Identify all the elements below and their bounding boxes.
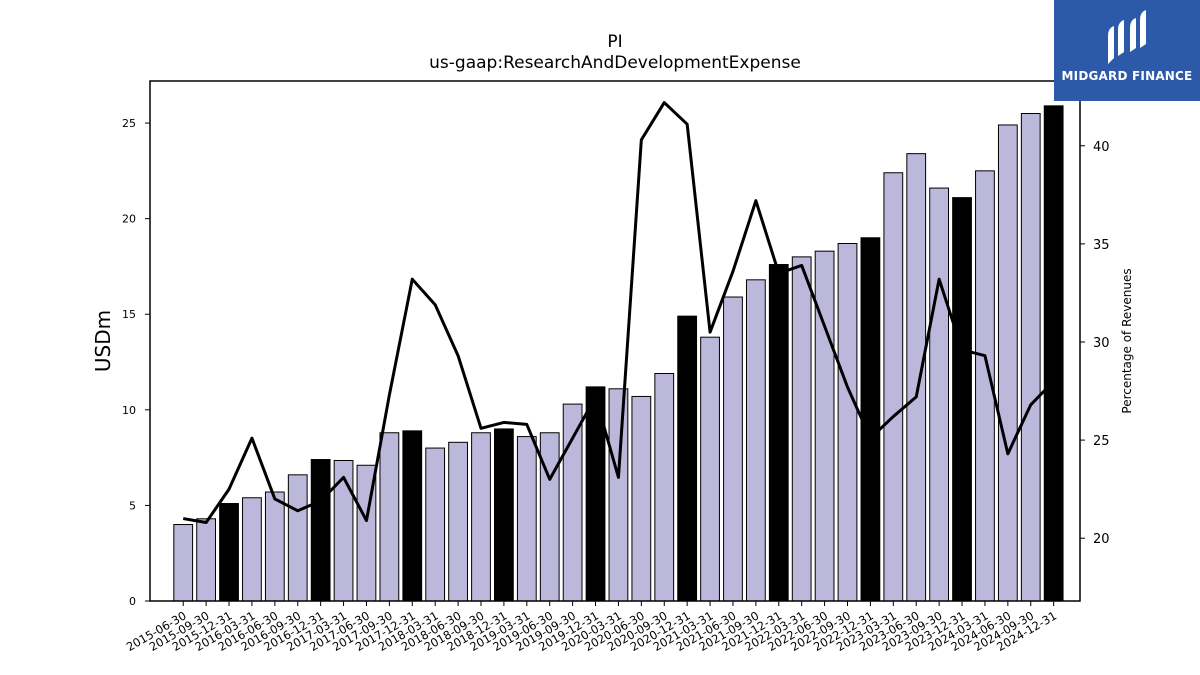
bar (196, 518, 217, 602)
bar (219, 503, 239, 602)
bar (494, 428, 514, 602)
y-axis-label: USDm (91, 310, 115, 372)
bar (1043, 105, 1064, 602)
brand-logo: MIDGARD FINANCE (1054, 0, 1200, 101)
bar (287, 474, 308, 602)
bar (425, 447, 446, 602)
bar (562, 403, 583, 602)
bar (929, 187, 950, 602)
bar (608, 388, 629, 602)
bar (677, 315, 698, 602)
y2-tick-label: 20 (1093, 532, 1110, 547)
bar (723, 296, 743, 602)
bar (906, 153, 927, 602)
logo-text: MIDGARD FINANCE (1061, 69, 1193, 83)
bar (654, 373, 675, 602)
logo-mark-icon (1108, 10, 1146, 64)
bar (791, 256, 812, 602)
series-line (182, 101, 1055, 525)
bar (402, 430, 423, 602)
bar (1020, 113, 1041, 602)
bar (860, 237, 881, 602)
bar (814, 250, 835, 602)
y-tick-label: 25 (122, 117, 136, 130)
bar (333, 459, 354, 602)
bar (539, 432, 560, 602)
y-tick-label: 20 (122, 213, 136, 226)
bar (242, 497, 262, 602)
y2-tick-label: 25 (1093, 434, 1110, 449)
bar (745, 279, 766, 602)
bar (310, 459, 331, 602)
bar (837, 243, 858, 602)
y2-tick-label: 40 (1093, 140, 1110, 155)
bar (768, 264, 789, 602)
y2-tick-label: 35 (1093, 238, 1110, 253)
bar (448, 441, 468, 602)
y-tick-label: 5 (129, 499, 136, 512)
bar (997, 124, 1018, 602)
bar (516, 436, 537, 602)
bar (700, 336, 720, 602)
bar (471, 432, 491, 602)
y-tick-label: 10 (122, 404, 136, 417)
plot-frame (149, 80, 1081, 602)
chart-title: PI (607, 32, 623, 52)
y2-tick-label: 30 (1093, 336, 1110, 351)
y-tick-label: 0 (129, 595, 136, 608)
chart-subtitle: us-gaap:ResearchAndDevelopmentExpense (429, 53, 801, 73)
bar (264, 491, 285, 602)
bar (379, 432, 400, 602)
bar (631, 395, 652, 602)
y2-axis-label: Percentage of Revenues (1120, 268, 1134, 413)
y-tick-label: 15 (122, 308, 136, 321)
bar (883, 172, 904, 602)
bar (173, 524, 194, 602)
bar (952, 197, 972, 602)
